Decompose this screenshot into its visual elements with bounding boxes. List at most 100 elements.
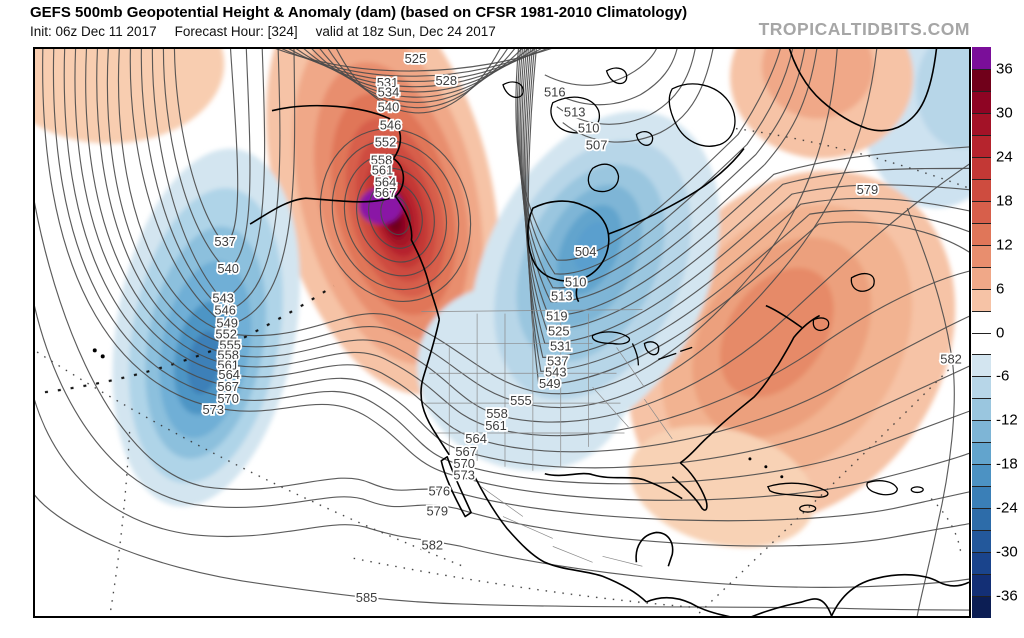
southampton-island (587, 163, 620, 193)
contour-label: 546 (380, 118, 402, 133)
contour-label: 552 (215, 326, 237, 341)
colorbar-tick-label: -30 (996, 543, 1018, 561)
newfoundland (850, 273, 875, 292)
colorbar-segment (972, 244, 991, 267)
colorbar-segment (972, 112, 991, 135)
south-america (830, 573, 969, 616)
contour-label: 558 (371, 152, 393, 167)
colorbar-segment (972, 332, 991, 355)
puerto-rico (910, 486, 924, 494)
contour-label: 519 (546, 309, 568, 324)
colorbar-segment (972, 464, 991, 487)
colorbar-segment (972, 420, 991, 443)
contour-label: 543 (212, 291, 234, 306)
contour-label: 567 (375, 185, 397, 200)
lake-erie-ontario (658, 346, 693, 360)
contour-label: 576 (428, 484, 450, 499)
weather-map: 525 528 531 534 540 546 552 558 561 564 567 516 513 5… (33, 47, 971, 618)
tropicaltidbits-watermark: TROPICALTIDBITS.COM (758, 19, 970, 39)
greenland-coast (788, 49, 938, 132)
coastlines (92, 49, 969, 616)
baja-peninsula (440, 456, 472, 518)
colorbar-tick-label: 30 (996, 104, 1013, 122)
forecast-hour: Forecast Hour: [324] (174, 24, 298, 39)
contour-label: 558 (486, 406, 508, 421)
anomaly-colorbar (972, 47, 991, 618)
contour-label: 582 (422, 537, 444, 552)
colorbar-segment (972, 376, 991, 399)
contour-label: 582 (940, 351, 962, 366)
contour-label: 510 (578, 121, 600, 136)
lake-superior (591, 331, 631, 345)
colorbar-tick-label: 36 (996, 60, 1013, 78)
contour-label: 528 (435, 73, 457, 88)
contour-label: 567 (455, 444, 477, 459)
state-borders (421, 309, 673, 567)
contour-label: 531 (377, 75, 399, 90)
contour-label: 546 (214, 303, 236, 318)
colorbar-segment (972, 178, 991, 201)
contour-label: 555 (510, 393, 532, 408)
bahamas (748, 457, 752, 461)
colorbar-tick-label: 18 (996, 192, 1013, 210)
colorbar-tick-label: -18 (996, 455, 1018, 473)
colorbar-tick-label: 12 (996, 236, 1013, 254)
colorbar-tick-label: -24 (996, 499, 1018, 517)
florida (671, 462, 708, 511)
contour-label: 561 (485, 418, 507, 433)
central-america (646, 596, 731, 616)
nova-scotia (812, 317, 830, 331)
james-bay (575, 279, 580, 303)
valid-time: valid at 18z Sun, Dec 24 2017 (315, 24, 496, 39)
contour-label: 540 (217, 261, 239, 276)
colorbar-tick-label: -6 (996, 367, 1010, 385)
contour-label: 585 (356, 590, 378, 605)
contour-label: 537 (547, 353, 569, 368)
contour-label: 534 (378, 85, 400, 100)
contour-label: 525 (548, 323, 570, 338)
us-west-coast (420, 319, 450, 456)
colorbar-tick-label: 24 (996, 148, 1013, 166)
init-time: Init: 06z Dec 11 2017 (30, 24, 157, 39)
colorbar-segment (972, 68, 991, 91)
page-title: GEFS 500mb Geopotential Height & Anomaly… (30, 4, 688, 21)
contour-label: 564 (465, 431, 487, 446)
colorbar-segment (972, 486, 991, 509)
contour-label: 570 (217, 391, 239, 406)
colorbar-segment (972, 222, 991, 245)
hawaii (92, 348, 97, 353)
contour-label: 507 (586, 137, 608, 152)
colorbar-tick-label: -12 (996, 411, 1018, 429)
colorbar-segment (972, 596, 991, 618)
colorbar-segment (972, 442, 991, 465)
gulf-coast (544, 472, 683, 500)
st-lawrence (765, 304, 803, 329)
contour-label: 540 (378, 100, 400, 115)
contour-label: 525 (405, 51, 427, 66)
cuba (766, 482, 829, 498)
contour-label: 513 (564, 105, 586, 120)
bc-coast (394, 195, 441, 320)
colorbar-segment (972, 134, 991, 157)
colorbar-segment (972, 574, 991, 597)
contour-label: 504 (575, 244, 597, 259)
contour-label: 510 (565, 275, 587, 290)
us-east-coast (679, 314, 820, 464)
colorbar-segment (972, 508, 991, 531)
colorbar-segment (972, 354, 991, 377)
contour-label: 570 (453, 456, 475, 471)
colorbar-segment (972, 530, 991, 553)
colombia-coast (751, 598, 833, 616)
contour-label: 555 (219, 337, 241, 352)
contour-label: 537 (214, 234, 236, 249)
yucatan (635, 531, 674, 567)
colorbar-segment (972, 156, 991, 179)
contour-label: 573 (202, 402, 224, 417)
contour-label: 558 (217, 347, 239, 362)
contour-label: 564 (375, 174, 397, 189)
contour-label: 561 (372, 162, 394, 177)
contour-label: 549 (539, 376, 561, 391)
contour-labels: 5255285315345405465525585615645675165135… (201, 49, 964, 607)
init-forecast-line: Init: 06z Dec 11 2017 Forecast Hour: [324… (30, 24, 514, 39)
contour-label: 552 (375, 134, 397, 149)
